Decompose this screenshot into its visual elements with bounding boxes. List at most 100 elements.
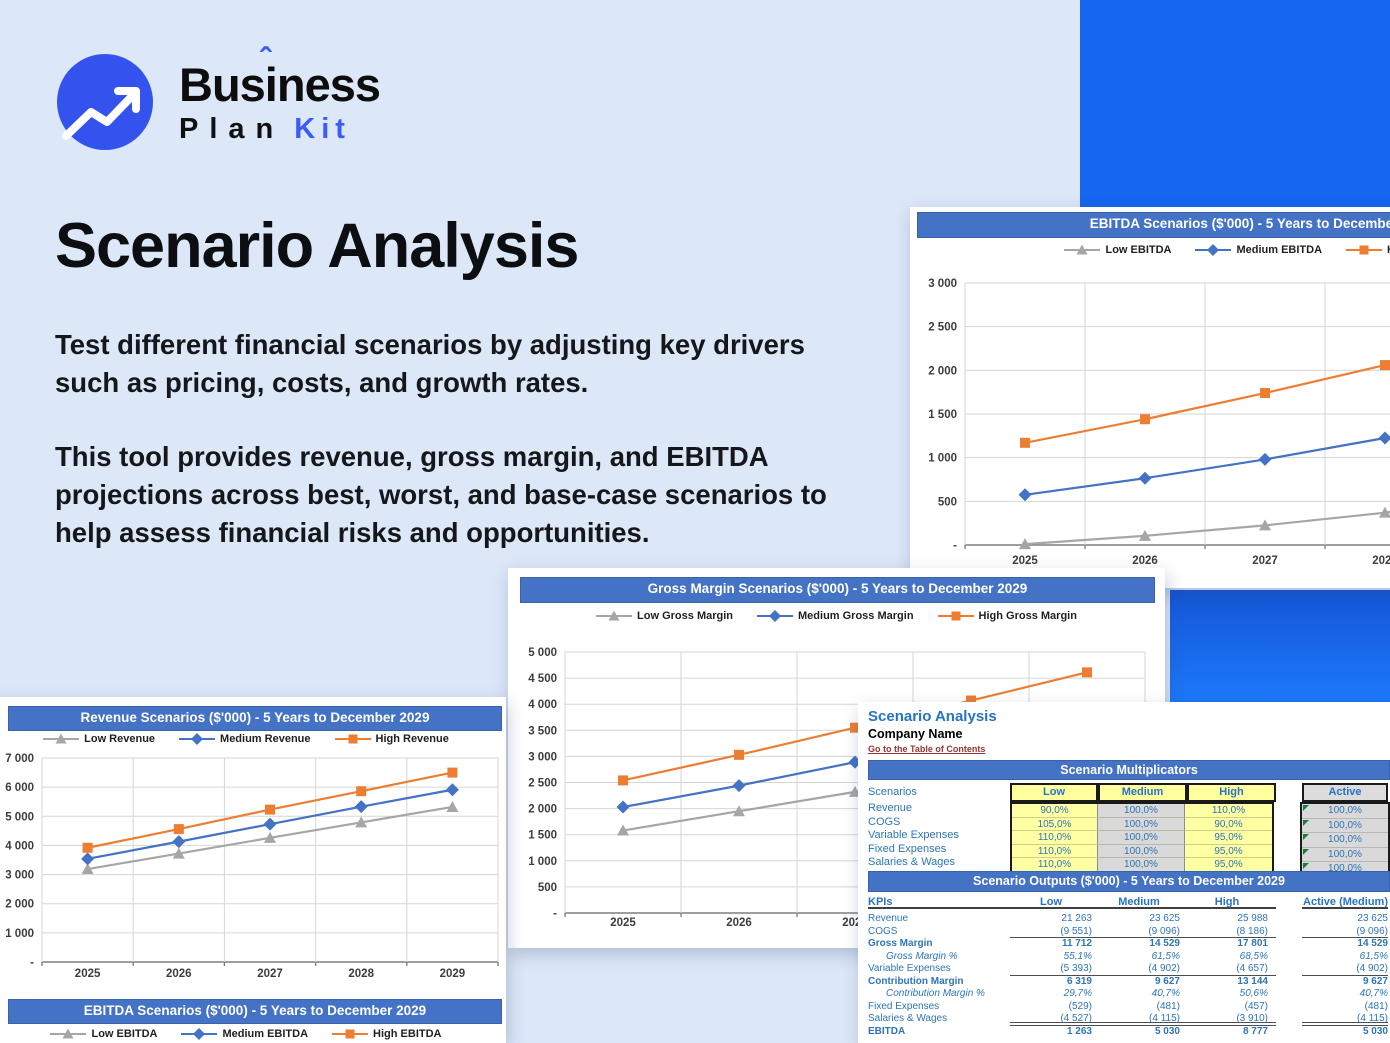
legend-item: High Gross Margin [937,610,1077,622]
svg-text:2 000: 2 000 [928,365,957,377]
active-multiplicator-cell[interactable]: 100,0% [1302,833,1388,848]
output-row-label: Revenue [868,913,909,924]
output-row-revenue: Revenue 21 263 23 625 25 988 23 625 [868,913,1388,926]
multiplicator-cell[interactable]: 95,0% [1185,858,1272,872]
output-active-value: (4 902) [1302,963,1388,976]
output-active-value: 40,7% [1359,988,1388,999]
output-value: 17 801 [1237,938,1268,949]
svg-text:2 500: 2 500 [928,322,957,334]
svg-text:2025: 2025 [1012,555,1038,567]
multiplicators-table: Revenue COGS Variable Expenses Fixed Expens… [868,802,1390,876]
legend-marker-diamond-icon [179,733,216,745]
output-active-value: 14 529 [1357,938,1388,949]
legend-item: Low Gross Margin [596,610,733,622]
active-multiplicator-cell[interactable]: 100,0% [1302,847,1388,863]
legend-item: Low Revenue [43,733,155,745]
cell-corner-flag-icon [1303,848,1309,855]
toc-link[interactable]: Go to the Table of Contents [868,744,986,754]
svg-text:2028: 2028 [1372,555,1390,567]
legend-label: High Revenue [375,733,449,745]
multiplicator-cell[interactable]: 90,0% [1185,817,1272,832]
chart-plot-ebitda-top: 3 000 2 500 2 000 1 500 1 000 500 - 2025 2026 202… [928,278,1390,567]
outputs-header-high: High [1214,896,1240,908]
svg-text:2027: 2027 [257,968,283,980]
legend-item: Medium EBITDA [1195,244,1322,256]
svg-text:2028: 2028 [348,968,374,980]
svg-text:1 500: 1 500 [528,830,557,842]
multiplicator-cell[interactable]: 110,0% [1185,804,1272,818]
multiplicator-row-label: Variable Expenses [868,829,959,842]
outputs-column-header-row: KPIs Low Medium High Active (Medium) [868,896,1388,909]
svg-text:2026: 2026 [726,917,752,929]
output-value: 14 529 [1149,938,1180,949]
legend-item: Medium EBITDA [181,1028,308,1040]
svg-text:3 000: 3 000 [528,751,557,763]
chart-legend-gross-margin: Low Gross Margin Medium Gross Margin High … [508,610,1165,622]
svg-text:4 500: 4 500 [528,673,557,685]
cell-corner-flag-icon [1303,819,1309,826]
output-value: 40,7% [1151,988,1180,999]
output-row-gross-margin: Gross Margin % 55,1% 61,5% 68,5% 61,5% [868,951,1388,964]
output-value: 25 988 [1237,913,1268,924]
hero-paragraph-2: This tool provides revenue, gross margin… [55,441,827,548]
chart-panel-revenue: Revenue Scenarios ($'000) - 5 Years to D… [0,697,506,1043]
multiplicator-cell: 100,0% [1098,817,1185,832]
svg-text:2025: 2025 [75,968,101,980]
legend-marker-square-icon [334,734,371,744]
multiplicator-cell[interactable]: 110,0% [1012,831,1098,845]
svg-text:5 000: 5 000 [5,811,34,823]
output-row-label: Contribution Margin % [886,988,985,999]
multiplicator-cell[interactable]: 95,0% [1185,831,1272,845]
active-multiplicator-cell[interactable]: 100,0% [1302,818,1388,834]
active-multiplicator-cell[interactable]: 100,0% [1302,804,1388,819]
legend-label: Medium EBITDA [222,1028,309,1040]
svg-text:2027: 2027 [1252,555,1278,567]
output-value: (529) [1068,1000,1092,1012]
logo-kit: Kit [294,112,351,145]
multiplicator-cell: 100,0% [1098,844,1185,859]
output-active-value: 5 030 [1362,1025,1388,1037]
multiplicator-cell[interactable]: 90,0% [1012,804,1098,818]
legend-label: High EBITDA [373,1028,442,1040]
legend-marker-triangle-icon [43,733,80,744]
sheet-title: Scenario Analysis [868,708,997,725]
output-value: 23 625 [1149,913,1180,924]
chart-title-ebitda-top: EBITDA Scenarios ($'000) - 5 Years to De… [917,212,1390,238]
legend-marker-square-icon [937,611,974,621]
legend-marker-triangle-icon [596,610,633,621]
legend-label: Medium EBITDA [1236,244,1323,256]
logo-plankit-text: Plan Kit [179,112,380,145]
svg-text:2029: 2029 [440,968,466,980]
decor-rect-top-right [1080,0,1390,207]
output-row-fixed-expenses: Fixed Expenses (529) (481) (457) (481) [868,1001,1388,1014]
output-value: (9 096) [1148,925,1180,937]
cell-corner-flag-icon [1303,805,1309,811]
outputs-header-medium: Medium [1118,896,1160,908]
output-active-value: 9 627 [1362,975,1388,987]
multiplicator-cell[interactable]: 95,0% [1185,844,1272,859]
multiplicator-cell[interactable]: 105,0% [1012,817,1098,832]
multiplicator-row-label: Revenue [868,802,913,814]
outputs-header-low: Low [1040,896,1062,908]
svg-text:1 000: 1 000 [528,856,557,868]
svg-text:-: - [553,908,557,920]
spreadsheet-panel: Scenario Analysis Company Name Go to the… [858,702,1390,1043]
output-row-salaries-wages: Salaries & Wages (4 527) (4 115) (3 910) (4 … [868,1013,1388,1026]
output-value: 13 144 [1237,975,1268,987]
output-value: 1 263 [1066,1025,1092,1037]
outputs-header-active: Active (Medium) [1302,896,1388,909]
svg-text:500: 500 [538,882,557,894]
multiplicators-column-header-row: Scenarios Low Medium High Active (Medium… [868,783,1388,813]
output-value: 21 263 [1061,913,1092,924]
multiplicator-cell: 100,0% [1098,858,1185,872]
chart-title-ebitda-bottom: EBITDA Scenarios ($'000) - 5 Years to De… [8,999,502,1024]
multiplicator-cell[interactable]: 110,0% [1012,858,1098,872]
svg-text:1 000: 1 000 [928,453,957,465]
legend-label: Medium Revenue [220,733,311,745]
kpis-header: KPIs [868,896,1010,909]
multiplicator-cell[interactable]: 110,0% [1012,844,1098,859]
output-row-label: Fixed Expenses [868,1000,940,1012]
brand-logo: Busi ˆ ness Plan Kit [55,44,381,152]
svg-text:1 500: 1 500 [928,409,957,421]
legend-item: Low EBITDA [50,1028,157,1040]
